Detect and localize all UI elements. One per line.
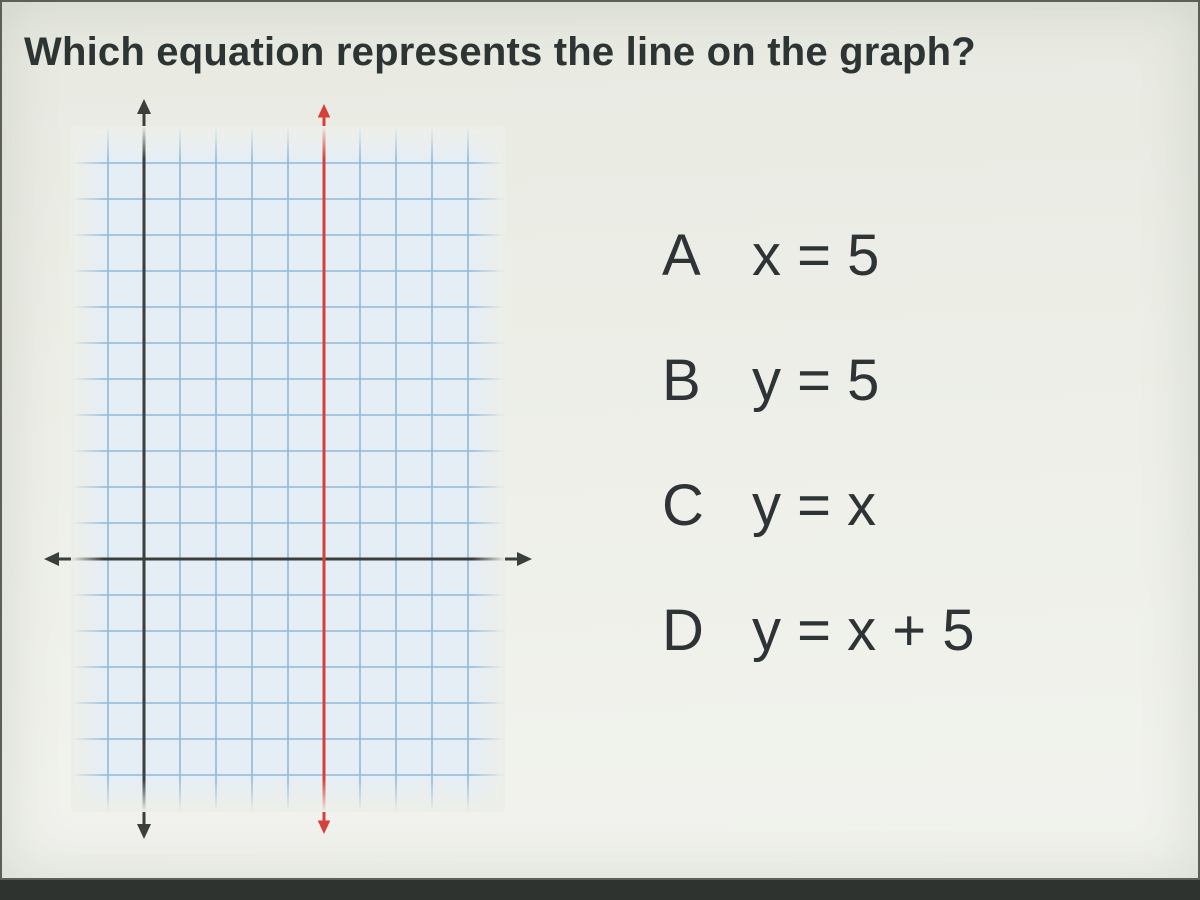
coordinate-graph [42,97,534,841]
choice-c[interactable]: C y = x [662,472,1182,539]
screen-surface: Which equation represents the line on th… [0,0,1200,880]
choice-d[interactable]: D y = x + 5 [662,597,1182,664]
choice-letter: C [662,472,752,539]
answer-choices: A x = 5 B y = 5 C y = x D y = x + 5 [662,222,1182,722]
question-text: Which equation represents the line on th… [24,30,976,75]
monitor-bezel-bottom [0,880,1200,900]
choice-a[interactable]: A x = 5 [662,222,1182,289]
choice-letter: A [662,222,752,289]
choice-b[interactable]: B y = 5 [662,347,1182,414]
choice-equation: y = x + 5 [752,597,974,664]
choice-letter: D [662,597,752,664]
choice-equation: y = x [752,472,876,539]
choice-equation: y = 5 [752,347,879,414]
choice-letter: B [662,347,752,414]
choice-equation: x = 5 [752,222,879,289]
graph-container [42,97,562,847]
